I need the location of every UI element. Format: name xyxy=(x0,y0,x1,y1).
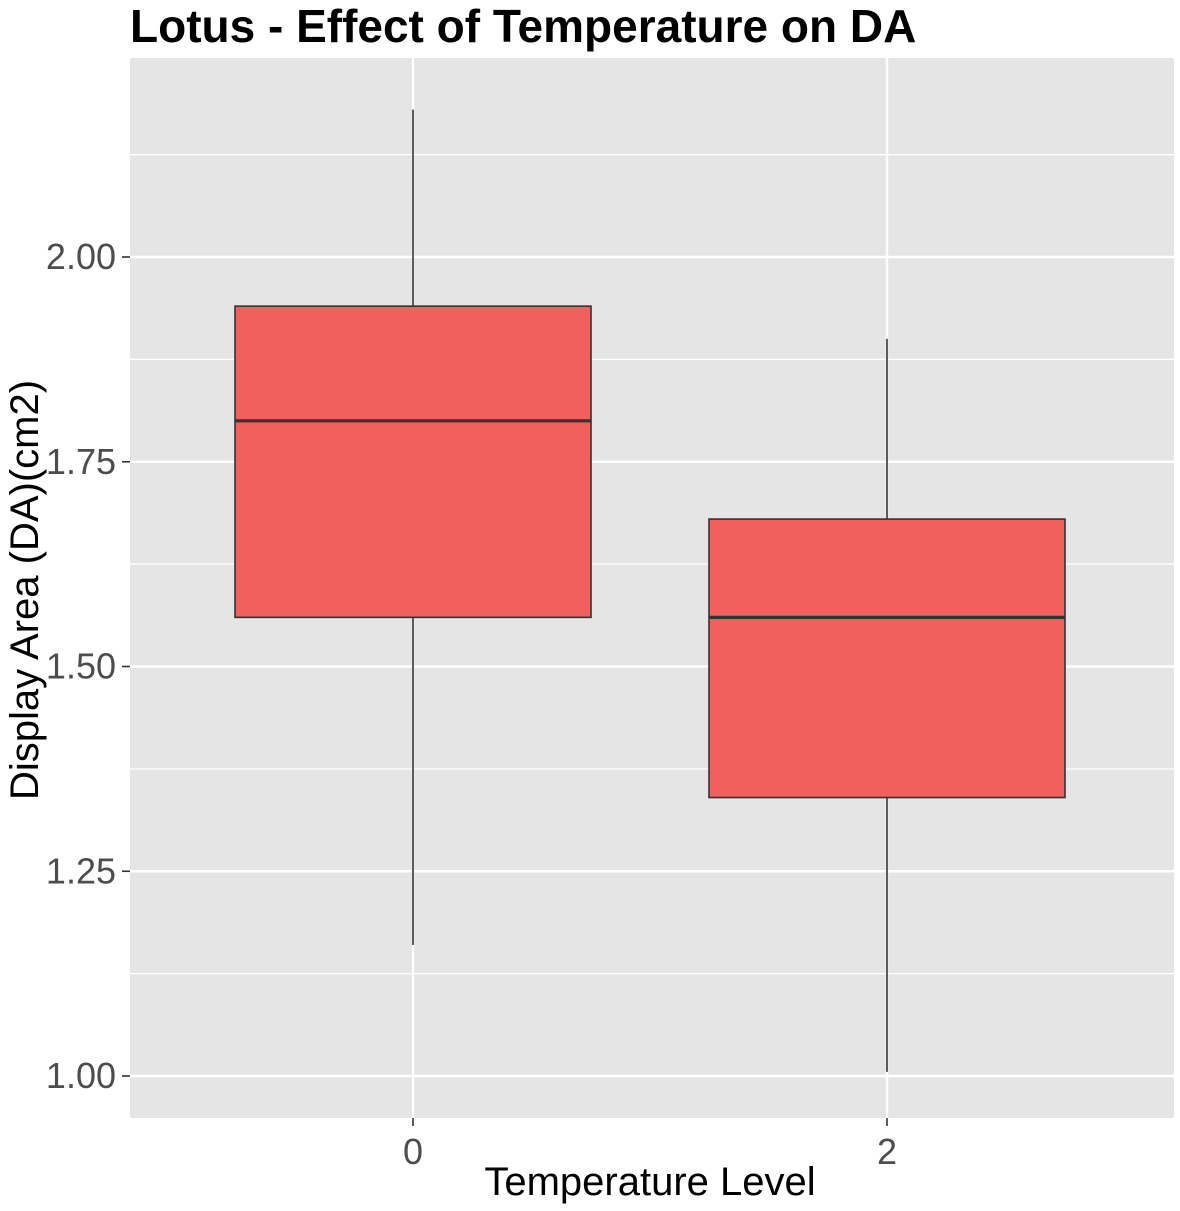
x-axis-title: Temperature Level xyxy=(484,1160,815,1204)
y-tick-label: 1.00 xyxy=(46,1055,116,1096)
y-tick-label: 1.50 xyxy=(46,646,116,687)
box-0 xyxy=(234,109,592,945)
y-tick-label: 2.00 xyxy=(46,236,116,277)
x-tick-label: 0 xyxy=(403,1131,423,1172)
chart-title: Lotus - Effect of Temperature on DA xyxy=(130,0,916,52)
x-tick-label: 2 xyxy=(877,1131,897,1172)
y-tick-label: 1.25 xyxy=(46,850,116,891)
y-tick-label: 1.75 xyxy=(46,441,116,482)
box-2 xyxy=(708,338,1066,1072)
y-axis-title: Display Area (DA)(cm2) xyxy=(3,380,47,800)
boxes xyxy=(234,109,1066,1072)
axis-ticks: 1.00 1.25 1.50 1.75 2.00 0 2 xyxy=(46,236,897,1172)
iqr-box xyxy=(234,305,592,619)
iqr-box xyxy=(708,518,1066,799)
